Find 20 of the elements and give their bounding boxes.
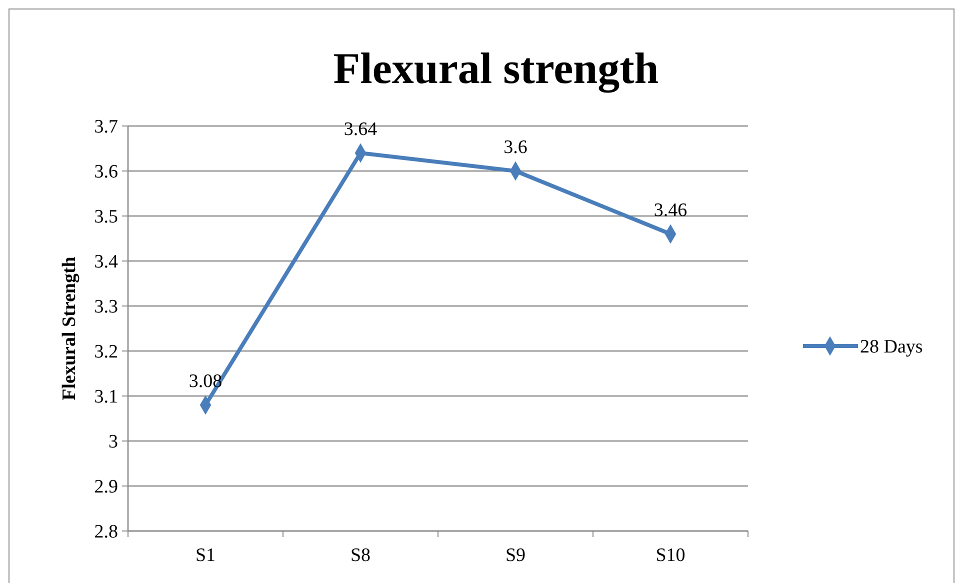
- y-tick-label: 2.9: [94, 476, 118, 498]
- y-tick-label: 3: [108, 432, 118, 453]
- y-tick-label: 3.5: [94, 206, 118, 228]
- y-tick-label: 3.2: [94, 342, 118, 363]
- data-label: 3.6: [504, 137, 528, 158]
- y-tick-label: 3.4: [94, 252, 118, 273]
- x-tick-label: S8: [350, 545, 371, 566]
- legend-label: 28 Days: [860, 336, 923, 358]
- x-tick-label: S10: [656, 545, 686, 566]
- data-label: 3.46: [654, 200, 688, 221]
- y-tick-label: 3.6: [94, 162, 118, 183]
- y-tick-label: 2.8: [94, 522, 118, 543]
- y-tick-label: 3.1: [94, 386, 118, 408]
- y-tick-label: 3.3: [94, 296, 118, 318]
- x-tick-label: S9: [505, 545, 526, 566]
- y-tick-label: 3.7: [94, 116, 118, 138]
- chart-title: Flexural strength: [333, 44, 659, 93]
- data-label: 3.64: [344, 119, 378, 140]
- x-tick-label: S1: [195, 545, 216, 566]
- y-axis-title: Flexural Strength: [59, 256, 80, 400]
